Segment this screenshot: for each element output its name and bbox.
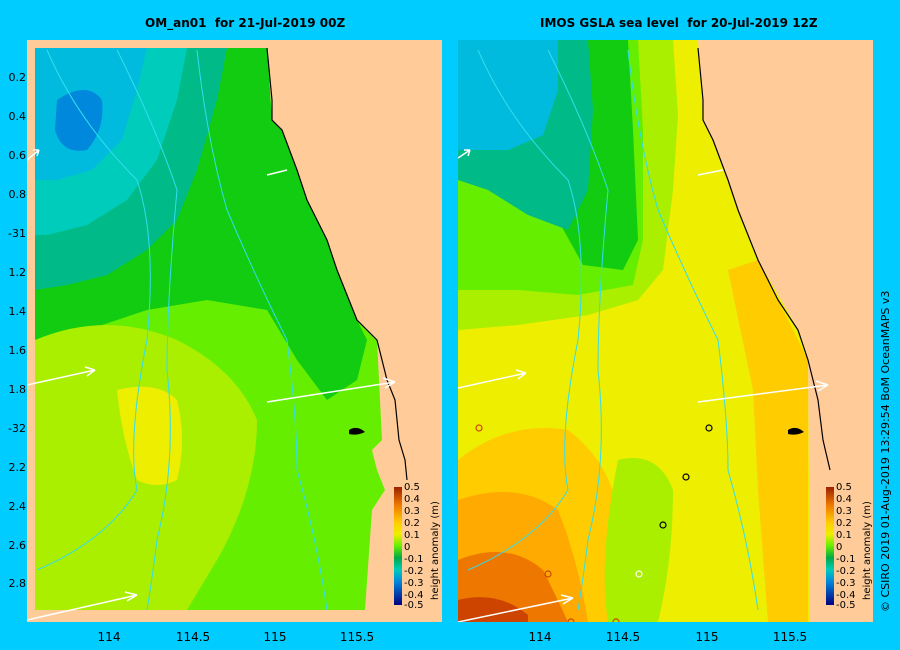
- x-tick: 115.5: [339, 630, 375, 644]
- right-panel-title: IMOS GSLA sea level for 20-Jul-2019 12Z: [540, 16, 818, 30]
- colorbar-label: -0.1: [404, 554, 424, 565]
- y-tick: 2.4: [8, 500, 27, 513]
- y-tick: 0.6: [8, 149, 27, 162]
- colorbar-label: 0.3: [836, 506, 852, 517]
- colorbar-label: 0.5: [404, 482, 420, 493]
- colorbar-label: -0.2: [404, 566, 424, 577]
- x-tick: 114.5: [605, 630, 641, 644]
- y-tick: 2.6: [8, 539, 27, 552]
- colorbar-label: 0.4: [404, 494, 420, 505]
- y-tick: 0.4: [8, 110, 27, 123]
- y-tick: 0.8: [8, 188, 27, 201]
- colorbar-title: height anomaly (m): [862, 501, 873, 600]
- y-tick: 2.2: [8, 461, 27, 474]
- colorbar-label: -0.3: [404, 578, 424, 589]
- colorbar-gradient: [394, 487, 402, 605]
- y-tick: -31: [8, 227, 26, 240]
- colorbar-label: 0: [404, 542, 411, 553]
- x-tick: 115: [263, 630, 287, 644]
- colorbar-label: 0.3: [404, 506, 420, 517]
- left-panel-title: OM_an01 for 21-Jul-2019 00Z: [145, 16, 346, 30]
- colorbar-label: -0.2: [836, 566, 856, 577]
- colorbar-label: -0.4: [836, 590, 856, 601]
- y-tick: 1.8: [8, 383, 27, 396]
- colorbar-label: 0.2: [836, 518, 852, 529]
- x-tick: 114: [528, 630, 552, 644]
- colorbar-label: 0.4: [836, 494, 852, 505]
- y-tick: 2.8: [8, 577, 27, 590]
- colorbar-label: 0.1: [404, 530, 420, 541]
- credit-text: © CSIRO 2019 01-Aug-2019 13:29:54 BoM Oc…: [879, 290, 892, 612]
- left-map: [26, 40, 442, 622]
- colorbar-label: -0.1: [836, 554, 856, 565]
- y-tick: 0.2: [8, 71, 27, 84]
- x-tick: 114: [97, 630, 121, 644]
- right-map-svg: [457, 40, 873, 626]
- colorbar-label: 0.5: [836, 482, 852, 493]
- colorbar-label: -0.4: [404, 590, 424, 601]
- current-arrows: [26, 149, 396, 621]
- colorbar-label: -0.3: [836, 578, 856, 589]
- colorbar-title: height anomaly (m): [430, 501, 441, 600]
- colorbar-gradient: [826, 487, 834, 605]
- x-tick: 114.5: [175, 630, 211, 644]
- colorbar-label: -0.5: [836, 600, 856, 611]
- colorbar-label: -0.5: [404, 600, 424, 611]
- y-tick: 1.4: [8, 305, 27, 318]
- left-map-svg: [26, 40, 442, 622]
- y-tick: -32: [8, 422, 26, 435]
- colorbar-label: 0.1: [836, 530, 852, 541]
- colorbar-label: 0.2: [404, 518, 420, 529]
- colorbar-label: 0: [836, 542, 843, 553]
- y-tick: 1.6: [8, 344, 27, 357]
- current-arrows: [457, 149, 829, 623]
- right-map: [457, 40, 873, 626]
- y-tick: 1.2: [8, 266, 27, 279]
- x-tick: 115.5: [772, 630, 808, 644]
- x-tick: 115: [695, 630, 719, 644]
